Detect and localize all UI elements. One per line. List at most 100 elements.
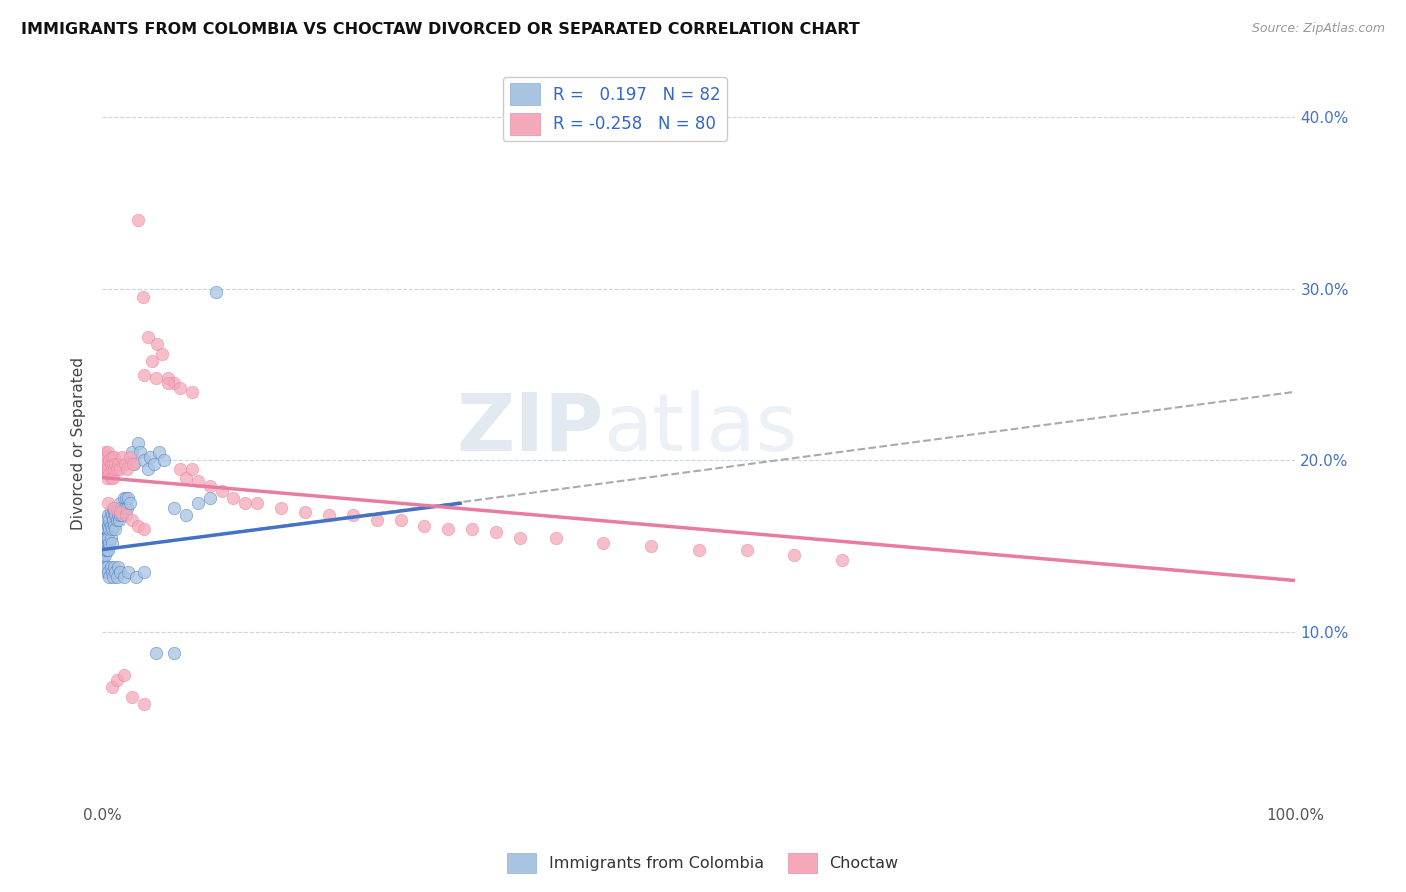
Point <box>98 522 121 536</box>
Point <box>108 508 131 523</box>
Point <box>132 522 155 536</box>
Point <box>97 518 120 533</box>
Point <box>163 376 186 391</box>
Point <box>509 531 531 545</box>
Point <box>121 690 143 705</box>
Point <box>342 508 364 523</box>
Point <box>117 462 139 476</box>
Point <box>103 462 125 476</box>
Point <box>270 501 292 516</box>
Point <box>98 467 121 482</box>
Point <box>97 531 120 545</box>
Point <box>108 565 131 579</box>
Point <box>413 518 436 533</box>
Point <box>169 462 191 476</box>
Point <box>100 462 122 476</box>
Point <box>101 513 124 527</box>
Point <box>246 496 269 510</box>
Point <box>136 330 159 344</box>
Point <box>93 539 115 553</box>
Point <box>150 347 173 361</box>
Point <box>104 508 127 523</box>
Point <box>108 462 131 476</box>
Point <box>96 542 118 557</box>
Point <box>141 354 163 368</box>
Point <box>122 457 145 471</box>
Point <box>142 457 165 471</box>
Point <box>121 513 143 527</box>
Point <box>101 501 124 516</box>
Point <box>592 535 614 549</box>
Point <box>174 470 197 484</box>
Point <box>132 453 155 467</box>
Point <box>783 548 806 562</box>
Point <box>97 496 120 510</box>
Point <box>97 542 120 557</box>
Point <box>94 462 117 476</box>
Point <box>111 450 134 464</box>
Point <box>180 384 202 399</box>
Point <box>108 513 131 527</box>
Point <box>98 570 121 584</box>
Point <box>96 531 118 545</box>
Point <box>640 539 662 553</box>
Point <box>93 548 115 562</box>
Point <box>105 513 128 527</box>
Point <box>127 436 149 450</box>
Point <box>104 522 127 536</box>
Point <box>127 213 149 227</box>
Point <box>100 535 122 549</box>
Point <box>139 450 162 464</box>
Point <box>132 368 155 382</box>
Text: IMMIGRANTS FROM COLOMBIA VS CHOCTAW DIVORCED OR SEPARATED CORRELATION CHART: IMMIGRANTS FROM COLOMBIA VS CHOCTAW DIVO… <box>21 22 860 37</box>
Point <box>294 505 316 519</box>
Point <box>103 450 125 464</box>
Point <box>96 470 118 484</box>
Text: ZIP: ZIP <box>456 390 603 467</box>
Point <box>222 491 245 505</box>
Point <box>105 673 128 687</box>
Point <box>100 565 122 579</box>
Point <box>118 496 141 510</box>
Point <box>93 462 115 476</box>
Point <box>117 491 139 505</box>
Point <box>831 553 853 567</box>
Point <box>187 474 209 488</box>
Point <box>115 491 138 505</box>
Point <box>121 445 143 459</box>
Point <box>112 570 135 584</box>
Point <box>105 501 128 516</box>
Point <box>98 513 121 527</box>
Legend: R =   0.197   N = 82, R = -0.258   N = 80: R = 0.197 N = 82, R = -0.258 N = 80 <box>503 77 727 141</box>
Point <box>93 539 115 553</box>
Point <box>136 462 159 476</box>
Point <box>132 565 155 579</box>
Text: Source: ZipAtlas.com: Source: ZipAtlas.com <box>1251 22 1385 36</box>
Point <box>198 491 221 505</box>
Point <box>94 513 117 527</box>
Point <box>148 445 170 459</box>
Point <box>107 508 129 523</box>
Point <box>211 484 233 499</box>
Point <box>129 445 152 459</box>
Point <box>163 501 186 516</box>
Point <box>97 565 120 579</box>
Point <box>318 508 340 523</box>
Point <box>544 531 567 545</box>
Legend: Immigrants from Colombia, Choctaw: Immigrants from Colombia, Choctaw <box>501 847 905 880</box>
Point <box>101 470 124 484</box>
Point <box>235 496 257 510</box>
Text: atlas: atlas <box>603 390 797 467</box>
Point <box>94 531 117 545</box>
Point <box>96 559 118 574</box>
Point <box>103 501 125 516</box>
Point <box>96 457 118 471</box>
Point <box>100 518 122 533</box>
Point <box>93 445 115 459</box>
Point <box>108 496 131 510</box>
Point <box>98 453 121 467</box>
Point <box>485 525 508 540</box>
Point <box>93 531 115 545</box>
Point <box>112 491 135 505</box>
Point <box>93 518 115 533</box>
